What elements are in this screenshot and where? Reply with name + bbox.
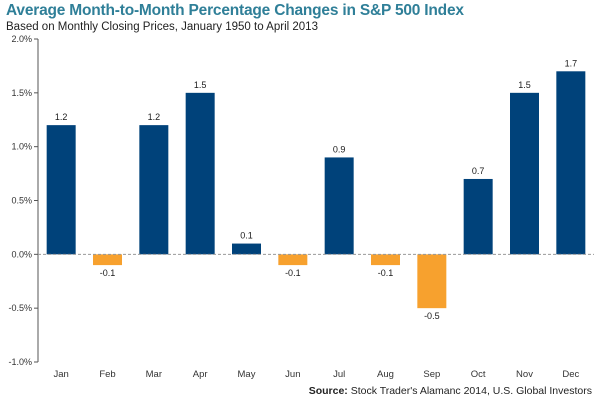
data-label: 0.1 (240, 231, 253, 241)
bar-apr (185, 92, 215, 255)
bar-jan (46, 125, 76, 255)
data-label: 0.7 (472, 166, 485, 176)
bar-aug (371, 254, 400, 266)
y-tick-label: 2.0% (11, 34, 32, 44)
x-tick-label: Feb (99, 369, 115, 380)
data-label: 1.2 (148, 112, 161, 122)
y-tick-label: -1.0% (8, 357, 32, 367)
data-label: 0.9 (333, 144, 346, 154)
data-label: -0.1 (285, 268, 301, 278)
data-label: -0.1 (378, 268, 394, 278)
bar-mar (139, 125, 169, 255)
x-tick-label: Sep (423, 369, 440, 380)
data-label: 1.7 (565, 58, 578, 68)
x-tick-label: Oct (471, 369, 486, 380)
x-tick-label: May (238, 369, 256, 380)
x-tick-label: Nov (516, 369, 533, 380)
bar-sep (417, 254, 447, 309)
source-text: Stock Trader's Alamanc 2014, U.S. Global… (350, 385, 592, 397)
y-tick-label: 1.0% (11, 142, 32, 152)
x-tick-label: Mar (146, 369, 162, 380)
data-label: -0.1 (100, 268, 116, 278)
data-label: 1.5 (518, 80, 531, 90)
bar-feb (93, 254, 122, 266)
y-tick-label: 0.0% (11, 249, 32, 259)
y-tick-label: 0.5% (11, 196, 32, 206)
data-label: 1.5 (194, 80, 207, 90)
source-note: Source: Stock Trader's Alamanc 2014, U.S… (309, 385, 592, 397)
bar-jul (324, 157, 354, 255)
chart-title: Average Month-to-Month Percentage Change… (6, 2, 464, 19)
x-tick-label: Jan (54, 369, 69, 380)
data-label: -0.5 (424, 311, 440, 321)
bar-dec (556, 71, 586, 255)
data-label: 1.2 (55, 112, 68, 122)
x-tick-label: Apr (193, 369, 208, 380)
x-tick-label: Aug (377, 369, 394, 380)
x-tick-label: Jul (333, 369, 345, 380)
bar-oct (463, 178, 493, 255)
bar-nov (510, 92, 539, 255)
y-tick-label: 1.5% (11, 88, 32, 98)
x-tick-label: Dec (562, 369, 579, 380)
chart-subtitle: Based on Monthly Closing Prices, January… (6, 21, 318, 33)
y-tick-label: -0.5% (8, 303, 32, 313)
bar-jun (278, 254, 308, 266)
x-tick-label: Jun (285, 369, 300, 380)
bar-may (232, 243, 261, 255)
source-label: Source: (308, 385, 348, 397)
